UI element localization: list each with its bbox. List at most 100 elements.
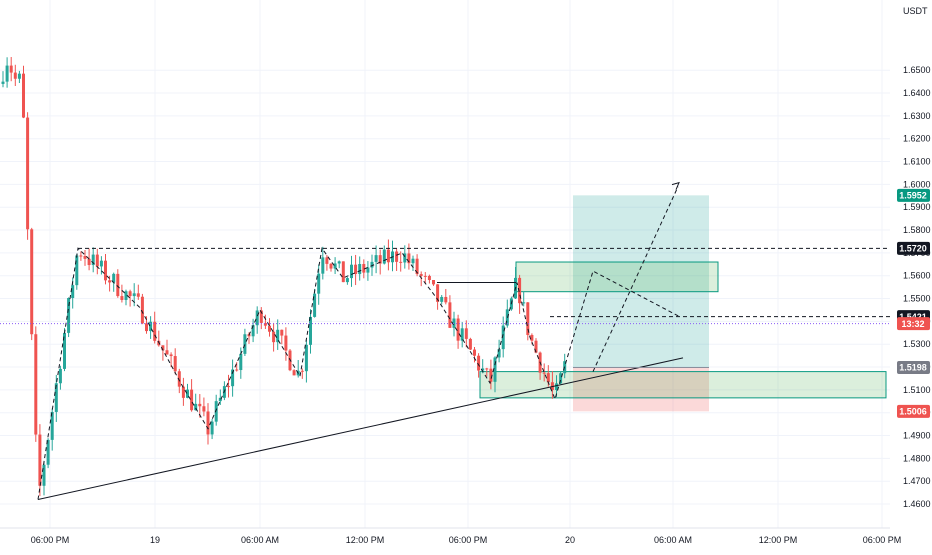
candle-down[interactable] <box>477 355 481 371</box>
candle-down[interactable] <box>284 335 288 351</box>
candle-down[interactable] <box>448 302 452 328</box>
candle-down[interactable] <box>161 345 165 351</box>
candle-down[interactable] <box>190 389 194 411</box>
candle-down[interactable] <box>227 386 230 388</box>
candle-up[interactable] <box>132 293 136 297</box>
candle-down[interactable] <box>534 340 538 353</box>
candle-down[interactable] <box>300 370 304 372</box>
candle-up[interactable] <box>345 278 349 283</box>
candle-down[interactable] <box>432 280 435 285</box>
candle-up[interactable] <box>403 253 407 263</box>
demand-zone-box[interactable] <box>479 371 887 399</box>
candle-up[interactable] <box>99 260 103 267</box>
candle-down[interactable] <box>181 386 185 398</box>
candle-up[interactable] <box>54 383 58 412</box>
candle-down[interactable] <box>198 403 202 407</box>
candle-down[interactable] <box>407 253 411 264</box>
candle-down[interactable] <box>473 349 476 356</box>
candle-down[interactable] <box>108 280 112 283</box>
candle-down[interactable] <box>427 275 431 281</box>
candle-down[interactable] <box>378 255 382 264</box>
candle-down[interactable] <box>329 263 333 269</box>
candle-down[interactable] <box>464 328 468 339</box>
candle-up[interactable] <box>497 349 501 358</box>
candle-up[interactable] <box>214 401 218 422</box>
candle-up[interactable] <box>321 257 325 274</box>
candle-up[interactable] <box>374 255 378 262</box>
candle-up[interactable] <box>255 310 259 326</box>
candle-up[interactable] <box>382 249 386 264</box>
candle-up[interactable] <box>313 293 317 317</box>
candle-down[interactable] <box>325 257 329 264</box>
candle-up[interactable] <box>309 316 312 345</box>
candle-down[interactable] <box>456 318 460 341</box>
candle-up[interactable] <box>71 285 75 298</box>
swing-zigzag-line[interactable] <box>37 247 681 500</box>
short-stop-zone[interactable] <box>573 367 709 412</box>
candle-down[interactable] <box>9 65 13 73</box>
candle-up[interactable] <box>186 389 189 398</box>
candle-down[interactable] <box>173 356 177 372</box>
candle-up[interactable] <box>194 403 198 411</box>
candle-down[interactable] <box>169 354 173 357</box>
candle-down[interactable] <box>530 334 534 341</box>
candle-up[interactable] <box>276 329 280 343</box>
candle-down[interactable] <box>280 329 284 336</box>
candle-down[interactable] <box>30 229 34 335</box>
candle-down[interactable] <box>399 261 403 263</box>
candle-up[interactable] <box>75 255 79 286</box>
candle-down[interactable] <box>165 350 169 355</box>
candle-down[interactable] <box>489 368 493 382</box>
candle-up[interactable] <box>231 369 235 387</box>
candle-up[interactable] <box>58 368 62 384</box>
candle-up[interactable] <box>46 439 50 465</box>
candle-up[interactable] <box>239 353 243 371</box>
candle-down[interactable] <box>104 260 107 281</box>
candle-down[interactable] <box>395 251 399 262</box>
candle-down[interactable] <box>518 277 522 304</box>
candle-layer[interactable] <box>1 57 567 497</box>
ascending-trendline[interactable] <box>37 357 684 500</box>
candle-up[interactable] <box>210 421 214 435</box>
candle-down[interactable] <box>386 249 390 263</box>
candle-up[interactable] <box>333 263 337 269</box>
candle-down[interactable] <box>153 321 157 341</box>
candle-up[interactable] <box>358 264 362 275</box>
projection-line[interactable] <box>592 186 679 372</box>
candle-down[interactable] <box>444 296 448 303</box>
candle-down[interactable] <box>259 310 263 323</box>
candle-up[interactable] <box>124 291 128 300</box>
candle-up[interactable] <box>1 81 5 84</box>
candle-down[interactable] <box>95 254 99 267</box>
candle-down[interactable] <box>83 256 87 259</box>
candle-up[interactable] <box>460 328 464 341</box>
candle-down[interactable] <box>436 284 440 302</box>
candle-down[interactable] <box>362 264 366 273</box>
candle-down[interactable] <box>263 322 267 326</box>
candle-up[interactable] <box>522 302 526 304</box>
candle-down[interactable] <box>177 371 181 387</box>
candle-down[interactable] <box>120 296 124 300</box>
candle-up[interactable] <box>555 383 558 391</box>
candle-up[interactable] <box>304 344 308 372</box>
candle-up[interactable] <box>337 261 341 264</box>
candle-up[interactable] <box>251 325 255 337</box>
candle-down[interactable] <box>38 434 42 486</box>
candle-down[interactable] <box>354 264 358 275</box>
candle-down[interactable] <box>468 338 472 350</box>
candle-up[interactable] <box>67 297 71 333</box>
candle-down[interactable] <box>415 258 419 275</box>
candle-up[interactable] <box>501 325 505 350</box>
candle-up[interactable] <box>243 334 247 354</box>
candle-up[interactable] <box>481 368 485 371</box>
candle-down[interactable] <box>26 117 30 230</box>
candle-down[interactable] <box>140 296 144 324</box>
candle-down[interactable] <box>79 255 83 257</box>
candle-up[interactable] <box>42 464 46 486</box>
candle-up[interactable] <box>559 373 563 384</box>
candle-up[interactable] <box>149 321 153 332</box>
candle-up[interactable] <box>63 332 66 369</box>
candle-down[interactable] <box>423 275 427 277</box>
candle-down[interactable] <box>272 331 276 343</box>
